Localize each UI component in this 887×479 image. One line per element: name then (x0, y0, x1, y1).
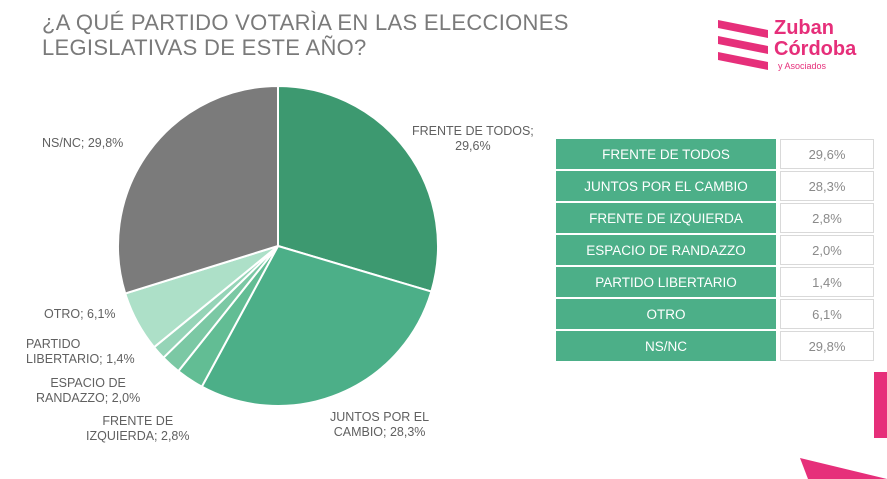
decorative-accent-bar (874, 372, 887, 438)
title-line-1: ¿A QUÉ PARTIDO VOTARÌA EN LAS ELECCIONES (42, 10, 569, 35)
logo-name-line-1: Zuban (774, 17, 834, 39)
table-row: NS/NC 29,8% (556, 331, 874, 361)
title-line-2: LEGISLATIVAS DE ESTE AÑO? (42, 35, 367, 60)
table-row: FRENTE DE IZQUIERDA 2,8% (556, 203, 874, 233)
label-line: JUNTOS POR EL (330, 410, 430, 424)
label-line: IZQUIERDA; 2,8% (86, 429, 190, 443)
party-value-cell: 2,8% (780, 203, 874, 233)
label-line: 29,6% (455, 139, 491, 153)
logo-text: Zuban Córdoba y Asociados (774, 18, 856, 72)
label-line: PARTIDO (26, 337, 81, 351)
party-value-cell: 28,3% (780, 171, 874, 201)
party-value-cell: 2,0% (780, 235, 874, 265)
logo-subtitle: y Asociados (778, 61, 827, 71)
label-espacio-de-randazzo: ESPACIO DE RANDAZZO; 2,0% (36, 376, 140, 406)
table-row: ESPACIO DE RANDAZZO 2,0% (556, 235, 874, 265)
results-table: FRENTE DE TODOS 29,6% JUNTOS POR EL CAMB… (556, 139, 874, 363)
chart-title: ¿A QUÉ PARTIDO VOTARÌA EN LAS ELECCIONES… (42, 10, 569, 60)
party-name-cell: FRENTE DE IZQUIERDA (556, 203, 776, 233)
table-row: PARTIDO LIBERTARIO 1,4% (556, 267, 874, 297)
label-line: OTRO; 6,1% (44, 307, 116, 321)
label-frente-de-izquierda: FRENTE DE IZQUIERDA; 2,8% (86, 414, 190, 444)
label-nsnc: NS/NC; 29,8% (42, 136, 123, 151)
brand-logo: Zuban Córdoba y Asociados (718, 14, 878, 78)
label-line: RANDAZZO; 2,0% (36, 391, 141, 405)
party-name-cell: OTRO (556, 299, 776, 329)
label-partido-libertario: PARTIDO LIBERTARIO; 1,4% (26, 337, 135, 367)
label-line: NS/NC; 29,8% (42, 136, 124, 150)
label-otro: OTRO; 6,1% (44, 307, 116, 322)
party-name-cell: PARTIDO LIBERTARIO (556, 267, 776, 297)
party-name-cell: FRENTE DE TODOS (556, 139, 776, 169)
label-line: FRENTE DE (102, 414, 174, 428)
party-value-cell: 1,4% (780, 267, 874, 297)
pie-slice-frente-de-todos (277, 84, 439, 293)
party-value-cell: 29,6% (780, 139, 874, 169)
label-line: FRENTE DE TODOS; (412, 124, 534, 138)
party-value-cell: 6,1% (780, 299, 874, 329)
party-value-cell: 29,8% (780, 331, 874, 361)
label-line: CAMBIO; 28,3% (333, 425, 426, 439)
logo-stripes-icon (718, 20, 768, 70)
pie-slice-ns-nc (117, 84, 279, 295)
table-row: OTRO 6,1% (556, 299, 874, 329)
party-name-cell: NS/NC (556, 331, 776, 361)
label-frente-de-todos: FRENTE DE TODOS; 29,6% (412, 124, 534, 154)
logo-name-line-2: Córdoba (774, 38, 857, 60)
party-name-cell: ESPACIO DE RANDAZZO (556, 235, 776, 265)
party-name-cell: JUNTOS POR EL CAMBIO (556, 171, 776, 201)
label-line: ESPACIO DE (50, 376, 126, 390)
label-line: LIBERTARIO; 1,4% (26, 352, 135, 366)
decorative-accent-triangle (800, 458, 887, 479)
label-juntos-por-el-cambio: JUNTOS POR EL CAMBIO; 28,3% (330, 410, 429, 440)
table-row: FRENTE DE TODOS 29,6% (556, 139, 874, 169)
table-row: JUNTOS POR EL CAMBIO 28,3% (556, 171, 874, 201)
pie-slice-juntos-por-el-cambio (200, 244, 433, 407)
